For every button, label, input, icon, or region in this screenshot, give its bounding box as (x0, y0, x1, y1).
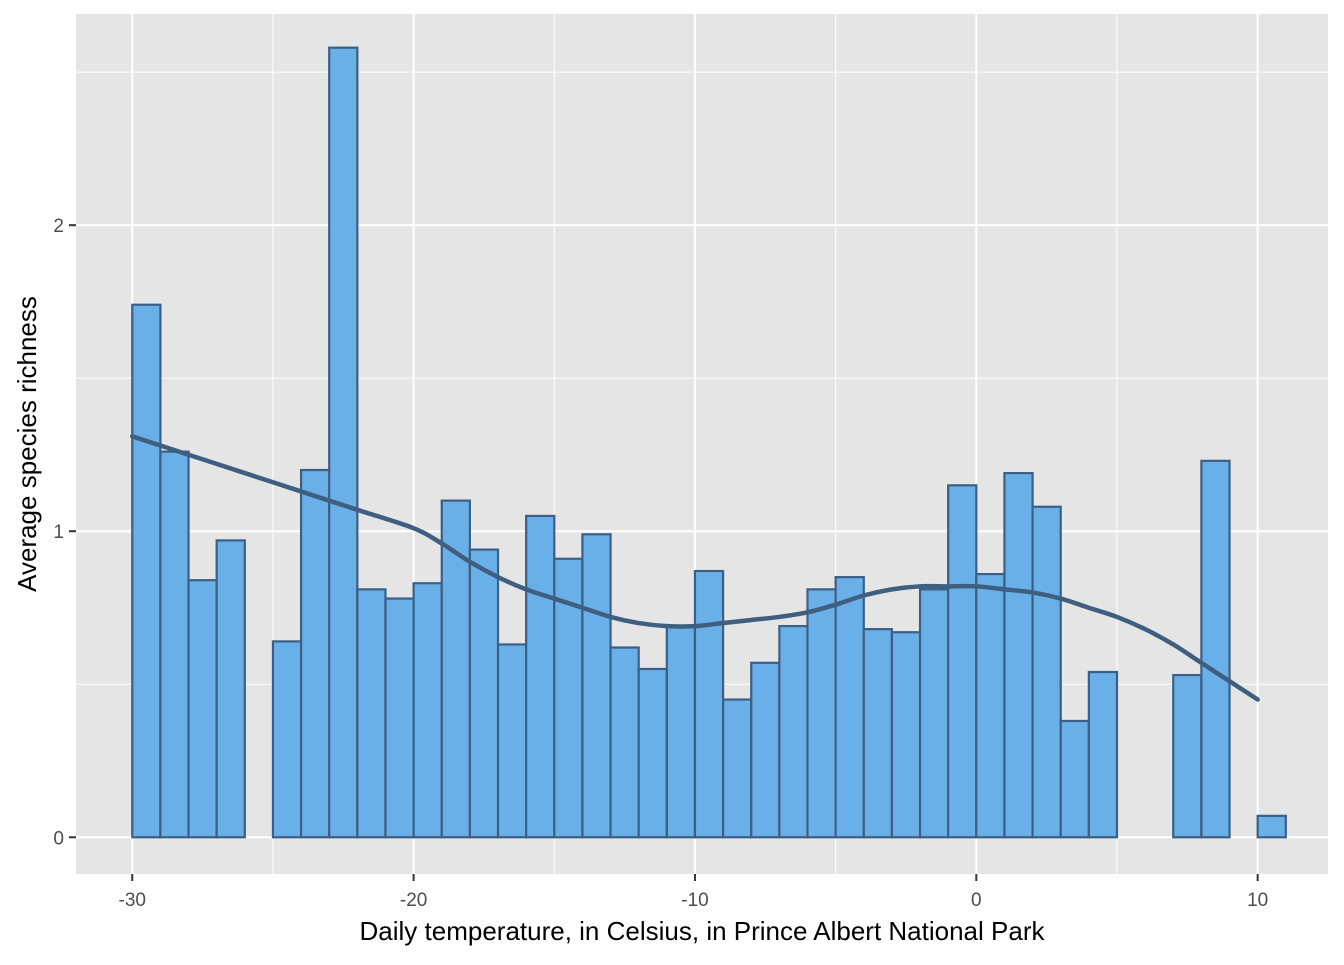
histogram-bar (693, 569, 725, 839)
histogram-bar (778, 624, 809, 839)
x-tick-label: 10 (1247, 890, 1268, 911)
histogram-bar (1256, 814, 1287, 839)
histogram-bar (159, 450, 190, 839)
histogram-bar (384, 597, 415, 839)
histogram-bar (131, 303, 162, 839)
histogram-bar (299, 468, 331, 839)
histogram-bar (1200, 459, 1231, 839)
histogram-bar (328, 46, 359, 839)
y-tick-label: 0 (53, 828, 64, 849)
y-tick-label: 2 (53, 216, 64, 237)
histogram-bar (1003, 471, 1034, 839)
histogram-bar (215, 539, 246, 839)
histogram-bar (468, 548, 500, 839)
minor-gridlines (76, 14, 1328, 874)
x-tick-label: -30 (119, 890, 146, 911)
histogram-bar (890, 631, 922, 839)
histogram-bar (1059, 719, 1090, 839)
histogram-bar (806, 588, 837, 839)
x-axis-title: Daily temperature, in Celsius, in Prince… (360, 916, 1046, 946)
x-tick-label: 0 (971, 890, 982, 911)
histogram-bar (722, 698, 753, 839)
histogram-bar (356, 588, 387, 839)
histogram-bar (637, 667, 668, 839)
x-axis: -30 -20 -10 0 10 (119, 874, 1268, 911)
histogram-bar (525, 514, 556, 839)
histogram-bar (975, 572, 1006, 839)
histogram-bar (947, 484, 978, 839)
x-tick-label: -10 (681, 890, 708, 911)
histogram-bar (412, 582, 443, 839)
histogram-bar (1031, 505, 1062, 839)
histogram-bar (918, 588, 950, 839)
histogram-bar (609, 646, 640, 839)
histogram-bar (1172, 673, 1203, 839)
histogram-bar (1087, 670, 1119, 839)
histogram-bar (187, 579, 218, 839)
y-axis: 0 1 2 (53, 216, 76, 849)
histogram-bar (581, 533, 612, 839)
x-tick-label: -20 (400, 890, 427, 911)
y-tick-label: 1 (53, 522, 64, 543)
smooth-trend-line (130, 434, 1260, 702)
histogram-bar (496, 643, 528, 839)
histogram-bar (750, 661, 781, 839)
histogram-bars (131, 46, 1287, 839)
histogram-bar (665, 624, 697, 839)
y-axis-title: Average species richness (12, 296, 42, 592)
histogram-bar (862, 628, 894, 839)
histogram-bar (271, 640, 303, 839)
histogram-bar (834, 576, 865, 839)
